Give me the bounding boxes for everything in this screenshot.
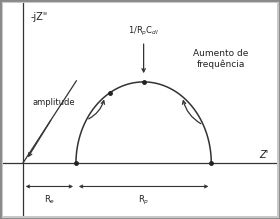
Text: -jZ": -jZ" — [30, 12, 47, 22]
Text: 1/R$_p$C$_{dl}$: 1/R$_p$C$_{dl}$ — [128, 25, 159, 38]
Text: R$_p$: R$_p$ — [138, 194, 149, 207]
Text: Aumento de
frequência: Aumento de frequência — [193, 49, 249, 69]
Text: Z': Z' — [260, 150, 269, 160]
Text: amplitude: amplitude — [32, 98, 75, 107]
Text: R$_e$: R$_e$ — [44, 194, 55, 206]
